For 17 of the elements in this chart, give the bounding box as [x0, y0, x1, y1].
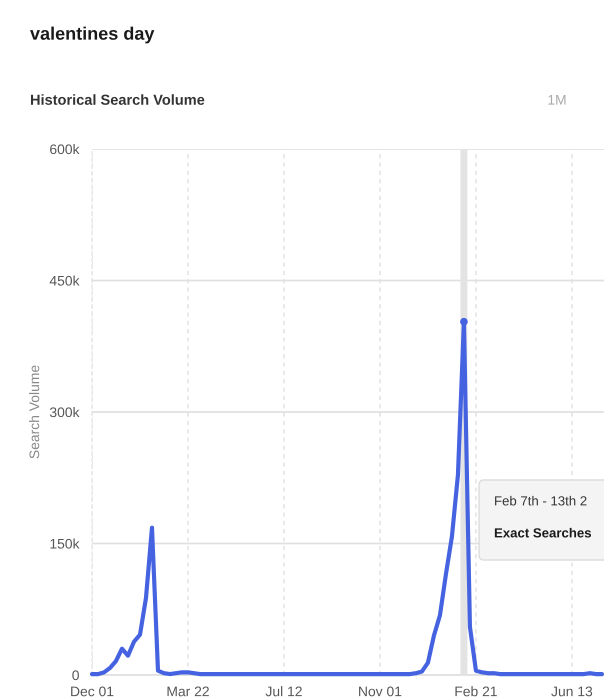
annotation: Exact Searches	[494, 528, 592, 538]
y-tick-label: 600k	[50, 144, 80, 154]
y-tick-label: 150k	[50, 538, 80, 549]
y-tick-label: 450k	[50, 275, 80, 286]
x-tick-label: Jul 12	[266, 686, 302, 696]
x-tick-label: Dec 01	[71, 686, 114, 696]
chart-title: valentines day	[30, 26, 154, 44]
y-axis-title: Search Volume	[29, 366, 40, 458]
x-tick-label: Jun 13	[551, 686, 592, 696]
text: 1M	[548, 95, 566, 105]
x-tick-label: Feb 21	[455, 686, 497, 696]
chart-subtitle: Historical Search Volume	[30, 94, 204, 105]
x-tick-label: Nov 01	[359, 686, 402, 696]
x-tick-label: Mar 22	[168, 686, 209, 696]
y-tick-label: 300k	[50, 406, 80, 418]
annotation: Feb 7th - 13th 2	[495, 496, 586, 506]
y-tick-label: 0	[72, 670, 79, 680]
